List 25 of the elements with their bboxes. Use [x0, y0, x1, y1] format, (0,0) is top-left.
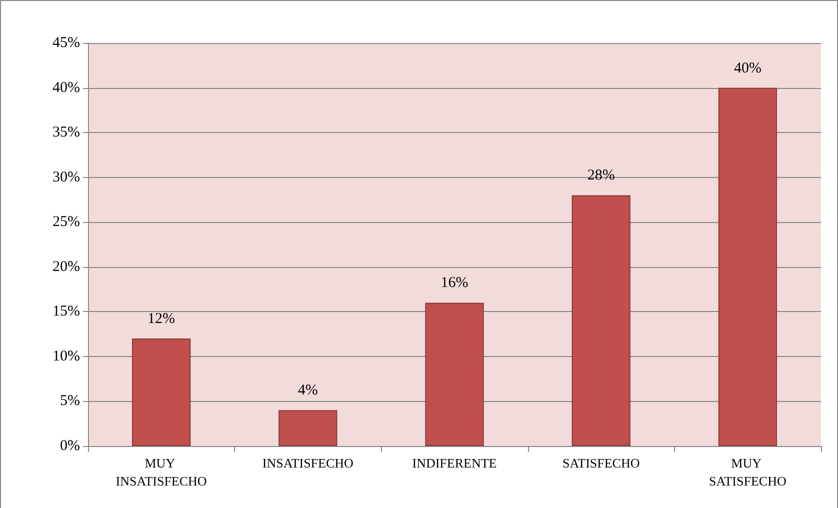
- x-tick-label: INDIFERENTE: [412, 456, 497, 470]
- y-tick-label: 20%: [52, 258, 80, 275]
- data-label: 40%: [734, 60, 762, 76]
- x-tick-label: MUY SATISFECHO: [709, 456, 786, 488]
- y-tick-label: 35%: [52, 124, 80, 141]
- y-tick-label: 5%: [60, 393, 80, 410]
- bar: [278, 410, 338, 446]
- data-label: 28%: [587, 168, 615, 184]
- x-tick-label: SATISFECHO: [562, 456, 640, 470]
- y-tick-label: 45%: [52, 35, 80, 51]
- x-tick-label: INSATISFECHO: [262, 456, 354, 470]
- bar: [718, 88, 778, 446]
- y-tick-label: 25%: [52, 214, 80, 230]
- y-tick-label: 15%: [52, 304, 80, 320]
- bar: [425, 302, 484, 446]
- y-tick-label: 30%: [52, 169, 80, 186]
- y-tick-label: 0%: [60, 438, 80, 454]
- bar: [132, 338, 191, 446]
- y-tick-label: 40%: [52, 80, 80, 96]
- data-label: 16%: [440, 275, 468, 292]
- bar: [572, 195, 630, 446]
- x-tick-label: MUY INSATISFECHO: [116, 456, 207, 488]
- data-label: 12%: [148, 311, 176, 328]
- y-tick-label: 10%: [52, 348, 80, 364]
- data-label: 4%: [298, 382, 318, 399]
